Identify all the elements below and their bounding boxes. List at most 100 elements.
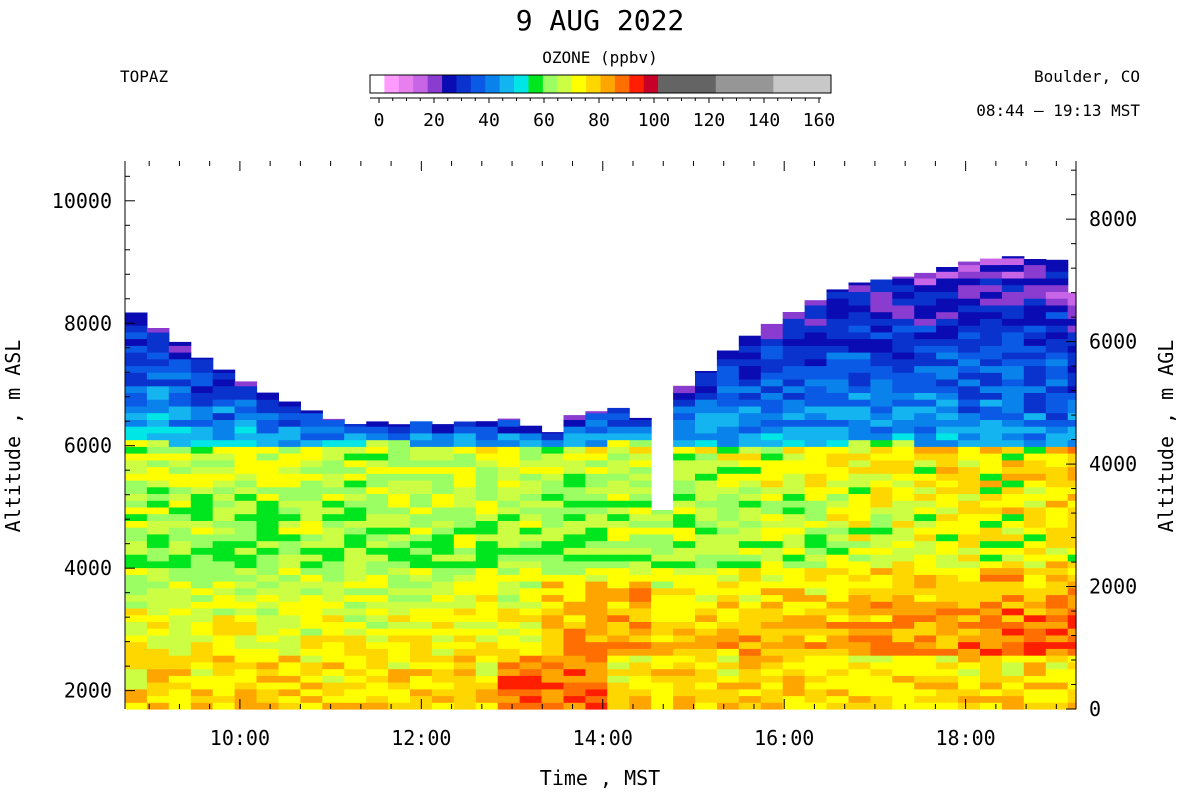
heatmap-cell [826,527,849,535]
heatmap-cell [125,520,148,528]
heatmap-cell [497,621,521,629]
heatmap-cell [541,540,564,548]
heatmap-cell [1001,682,1025,690]
heatmap-cell [1001,372,1025,380]
heatmap-cell [234,419,258,427]
heatmap-cell [497,493,521,501]
heatmap-cell [1067,655,1077,663]
heatmap-cell [716,520,740,528]
heatmap-cell [936,675,959,683]
heatmap-cell [519,641,543,649]
heatmap-cell [848,352,871,360]
heatmap-cell [1045,385,1069,393]
heatmap-cell [870,695,893,703]
heatmap-cell [190,500,214,508]
heatmap-cell [1001,291,1025,299]
heatmap-cell [300,587,323,596]
heatmap-cell [629,682,652,690]
heatmap-cell [300,628,323,636]
heatmap-cell [146,473,170,481]
y-left-tick-label-8000: 8000 [64,311,112,335]
colorbar-bin-16 [600,75,616,93]
heatmap-cell [1001,399,1025,407]
heatmap-cell [936,267,959,272]
heatmap-cell [607,513,630,521]
heatmap-cell [212,581,236,589]
heatmap-cell [848,480,871,488]
heatmap-cell [475,702,499,710]
heatmap-cell [519,506,543,515]
heatmap-cell [1001,466,1025,474]
heatmap-cell [1067,581,1077,589]
heatmap-cell [431,634,455,643]
heatmap-cell [1045,331,1069,340]
heatmap-cell [388,655,411,663]
heatmap-cell [168,399,192,407]
heatmap-cell [519,513,543,521]
heatmap-cell [760,323,784,326]
heatmap-cell [607,641,630,649]
heatmap-cell [1001,311,1025,319]
heatmap-cell [673,621,696,629]
heatmap-cell [278,405,301,414]
heatmap-cell [366,682,389,690]
heatmap-cell [695,601,718,609]
heatmap-cell [541,594,564,602]
heatmap-cell [695,648,718,656]
heatmap-cell [936,473,959,481]
heatmap-cell [563,682,586,690]
heatmap-cell [519,446,543,454]
heatmap-cell [914,291,937,299]
heatmap-cell [234,702,258,710]
heatmap-cell [497,418,521,420]
heatmap-cell [980,459,1003,468]
heatmap-cell [431,424,455,427]
heatmap-cell [168,668,192,676]
heatmap-cell [1001,540,1025,548]
heatmap-cell [958,352,981,360]
heatmap-cell [256,608,279,616]
heatmap-cell [804,513,828,521]
heatmap-cell [563,587,586,596]
heatmap-cell [541,661,564,670]
heatmap-cell [212,419,236,427]
heatmap-cell [695,655,718,663]
heatmap-cell [826,453,849,461]
heatmap-cell [1045,540,1069,548]
heatmap-cell [300,410,323,414]
heatmap-cell [980,379,1003,387]
heatmap-cell [892,702,915,710]
colorbar-tick-label-20: 20 [423,110,445,131]
heatmap-cell [1001,527,1025,535]
heatmap-cell [826,574,849,582]
heatmap-cell [804,608,828,616]
heatmap-cell [300,486,323,494]
heatmap-cell [256,567,279,575]
heatmap-cell [300,513,323,521]
heatmap-cell [607,581,630,589]
heatmap-cell [936,628,959,636]
heatmap-cell [497,702,521,710]
heatmap-cell [980,426,1003,434]
heatmap-cell [914,702,937,710]
heatmap-cell [212,432,236,441]
heatmap-cell [716,385,740,393]
heatmap-cell [431,513,455,521]
heatmap-cell [1001,634,1025,643]
heatmap-cell [936,648,959,656]
heatmap-cell [804,453,828,461]
heatmap-cell [980,453,1003,461]
heatmap-cell [651,527,674,535]
heatmap-cell [322,520,345,528]
heatmap-cell [870,594,893,602]
heatmap-cell [1023,453,1047,461]
heatmap-cell [519,601,543,609]
heatmap-cell [453,682,477,690]
heatmap-cell [782,682,806,690]
heatmap-cell [716,634,740,643]
heatmap-cell [497,439,521,447]
heatmap-cell [234,655,258,663]
heatmap-cell [651,702,674,710]
heatmap-cell [1023,682,1047,690]
